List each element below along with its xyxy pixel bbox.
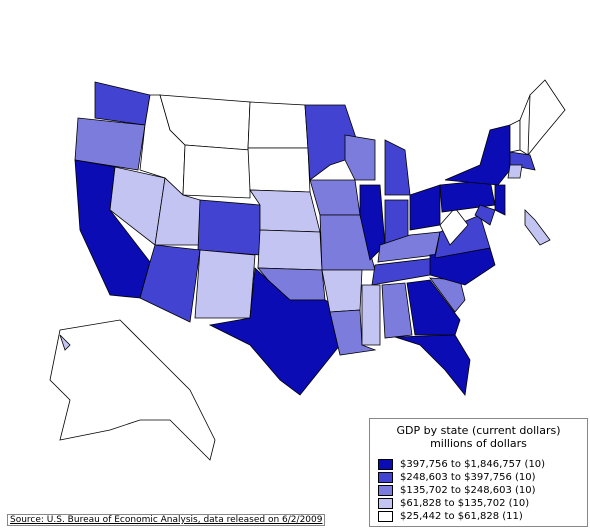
legend-swatch [378,485,393,496]
state [208,267,341,396]
state [139,244,201,323]
legend-label: $135,702 to $248,603 (10) [400,485,536,496]
legend-item: $25,442 to $61,828 (11) [378,510,587,523]
state [361,284,381,346]
legend-label: $248,603 to $397,756 (10) [400,472,536,483]
legend-swatch [378,472,393,483]
legend: GDP by state (current dollars) millions … [369,418,588,527]
state [507,164,523,179]
state [527,79,566,157]
state [359,184,386,261]
state [49,319,216,461]
legend-item: $397,756 to $1,846,757 (10) [378,458,587,471]
state [381,282,413,339]
legend-label: $397,756 to $1,846,757 (10) [400,459,546,470]
state [247,101,309,149]
state [329,309,377,356]
state [474,204,496,226]
state [524,209,551,246]
legend-item: $61,828 to $135,702 (10) [378,497,587,510]
state [434,214,491,259]
legend-item: $248,603 to $397,756 (10) [378,471,587,484]
state [257,229,323,271]
state [509,119,521,153]
legend-item: $135,702 to $248,603 (10) [378,484,587,497]
state [247,147,311,193]
state [344,134,376,181]
state [309,179,361,216]
legend-label: $25,442 to $61,828 (11) [400,511,523,522]
state [249,189,321,233]
source-link[interactable]: Source: U.S. Bureau of Economic Analysis… [7,514,326,526]
state [384,139,411,196]
state [394,334,471,396]
legend-swatch [378,498,393,509]
state [197,199,261,256]
state [494,184,506,216]
legend-label: $61,828 to $135,702 (10) [400,498,530,509]
state [409,184,441,231]
state [182,144,251,199]
state [406,279,461,336]
legend-subtitle: millions of dollars [430,437,527,450]
state [439,207,469,246]
state [444,124,511,186]
state [74,117,146,171]
state [194,249,256,319]
legend-swatch [378,511,393,522]
state [59,334,71,351]
state [94,81,151,126]
legend-swatch [378,459,393,470]
legend-title: GDP by state (current dollars) [396,424,561,437]
